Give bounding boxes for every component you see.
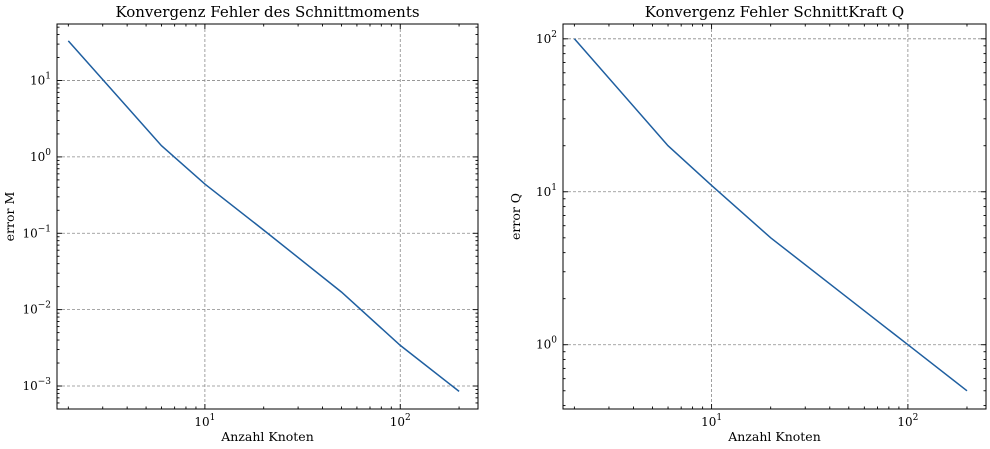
x-axis-label: Anzahl Knoten (727, 429, 821, 444)
y-tick-label: 101 (536, 183, 557, 199)
y-tick-label: 10−3 (22, 377, 51, 393)
series-line (67, 40, 460, 392)
chart-title: Konvergenz Fehler des Schnittmoments (115, 3, 419, 21)
chart-title: Konvergenz Fehler SchnittKraft Q (645, 3, 904, 21)
x-axis-label: Anzahl Knoten (220, 429, 314, 444)
y-tick-label: 101 (30, 72, 51, 88)
y-tick-label: 102 (536, 30, 557, 46)
series-line (573, 38, 968, 392)
y-axis-label: error Q (508, 193, 523, 240)
plot-frame (56, 23, 479, 410)
x-tick-label: 102 (897, 413, 918, 429)
y-tick-label: 100 (30, 148, 51, 164)
y-tick-label: 100 (536, 336, 557, 352)
y-axis-label: error M (2, 191, 17, 241)
y-tick-label: 10−2 (22, 301, 51, 317)
y-tick-label: 10−1 (22, 224, 51, 240)
x-tick-label: 101 (701, 413, 722, 429)
chart-panel-1: 101 102 100 101 102 Konvergenz Fehler Schnitt… (508, 3, 987, 444)
x-tick-label: 101 (194, 413, 215, 429)
x-tick-label: 102 (390, 413, 411, 429)
chart-panel-0: 101 102 10−3 10−2 10−1 100 101 Konvergenz Fehle… (2, 3, 479, 444)
plot-frame (562, 23, 987, 410)
